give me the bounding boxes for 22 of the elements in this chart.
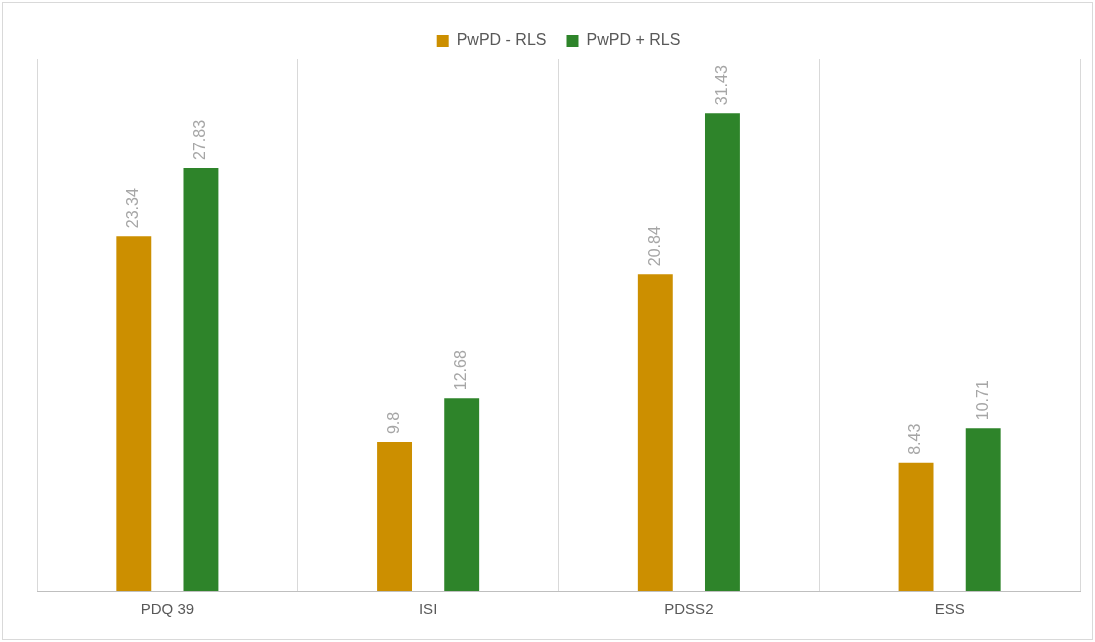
data-label: 12.68 xyxy=(452,350,470,391)
legend-label: PwPD + RLS xyxy=(586,31,681,49)
data-label: 20.84 xyxy=(645,226,663,267)
data-label: 23.34 xyxy=(124,188,142,229)
bar xyxy=(704,113,740,591)
bar xyxy=(444,398,480,591)
bar xyxy=(637,274,673,591)
bar xyxy=(898,462,934,591)
x-tick-label: ESS xyxy=(934,600,965,618)
data-label: 10.71 xyxy=(973,380,991,421)
legend-label: PwPD - RLS xyxy=(456,31,547,49)
data-label: 27.83 xyxy=(191,119,209,160)
x-tick-label: PDQ 39 xyxy=(140,600,195,618)
data-label: 8.43 xyxy=(906,423,924,455)
x-tick-label: PDSS2 xyxy=(664,600,714,618)
bar xyxy=(116,236,152,591)
x-tick-label: ISI xyxy=(418,600,438,618)
bar xyxy=(377,442,413,591)
bar xyxy=(183,167,219,591)
data-label: 9.8 xyxy=(384,411,402,435)
bar xyxy=(965,428,1001,591)
data-label: 31.43 xyxy=(712,65,730,106)
